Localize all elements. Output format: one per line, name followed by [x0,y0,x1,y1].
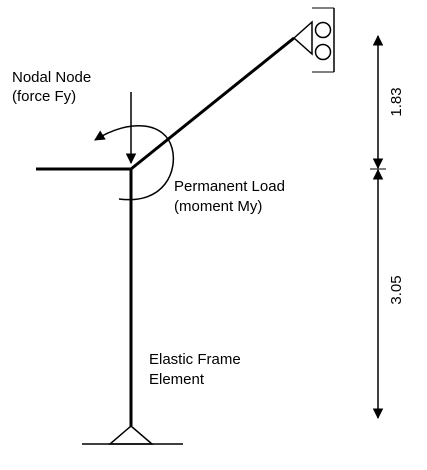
nodal-node-label: Nodal Node [12,69,91,86]
dimension-upper-label: 1.83 [388,87,405,116]
inclined-member [130,36,295,171]
dimension-lower-label: 3.05 [388,275,405,304]
moment-arrow [94,124,175,201]
nodal-node-force-label: (force Fy) [12,88,76,105]
permanent-load-moment-label: (moment My) [174,198,262,215]
pin-support [82,425,183,445]
elastic-frame-label: Elastic Frame [149,351,241,368]
roller-support [292,7,335,73]
element-label: Element [149,371,205,388]
dimension-lines [370,34,386,420]
permanent-load-label: Permanent Load [174,178,285,195]
